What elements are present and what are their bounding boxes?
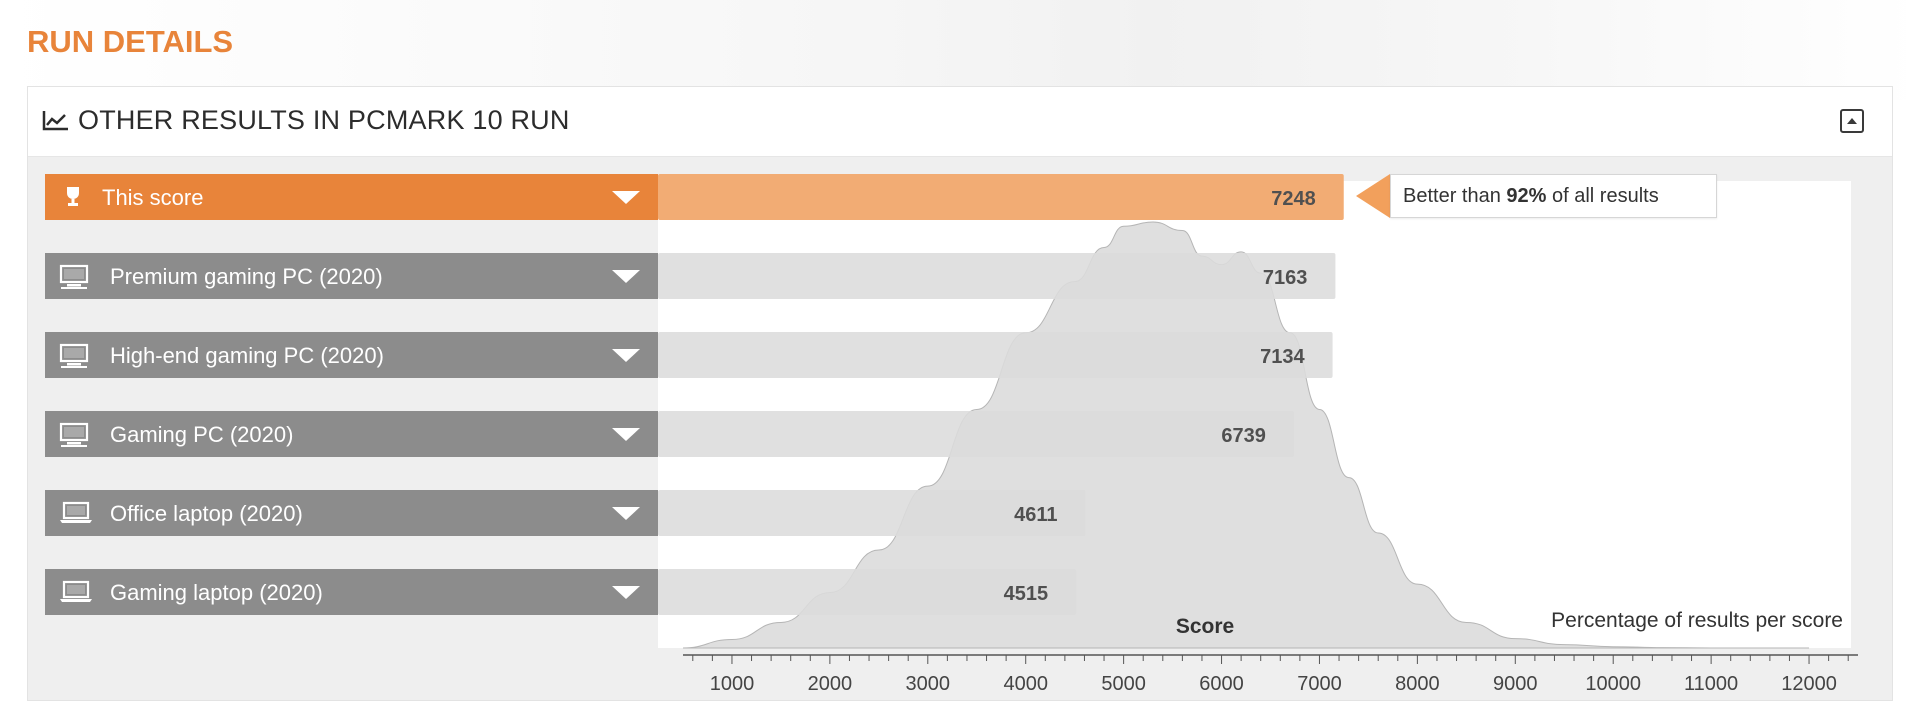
- bar-value-label: 7248: [1271, 188, 1316, 210]
- percentile-callout: Better than 92% of all results: [1390, 174, 1717, 218]
- row-label-premium-gaming-pc-2020[interactable]: Premium gaming PC (2020): [45, 253, 658, 299]
- row-label-high-end-gaming-pc-2020[interactable]: High-end gaming PC (2020): [45, 332, 658, 378]
- score-bar: [658, 174, 1344, 220]
- score-bar: [658, 332, 1333, 378]
- chevron-down-icon[interactable]: [612, 349, 640, 362]
- x-tick-label: 11000: [1684, 673, 1738, 695]
- chevron-down-icon[interactable]: [612, 270, 640, 283]
- bar-value-label: 7163: [1263, 267, 1308, 289]
- callout-suffix: of all results: [1546, 185, 1659, 207]
- bar-value-label: 4515: [1004, 583, 1049, 605]
- desktop-icon: [59, 422, 89, 454]
- x-tick-label: 7000: [1297, 673, 1342, 695]
- row-label-this-score[interactable]: This score: [45, 174, 658, 220]
- panel-header: OTHER RESULTS IN PCMARK 10 RUN: [28, 87, 1892, 157]
- row-label-gaming-laptop-2020[interactable]: Gaming laptop (2020): [45, 569, 658, 615]
- distribution-label: Percentage of results per score: [1551, 609, 1843, 632]
- trophy-icon: [63, 185, 83, 215]
- row-label-text: High-end gaming PC (2020): [110, 343, 384, 368]
- row-label-gaming-pc-2020[interactable]: Gaming PC (2020): [45, 411, 658, 457]
- callout-prefix: Better than: [1403, 185, 1507, 207]
- chevron-down-icon[interactable]: [612, 586, 640, 599]
- callout-pointer: [1356, 174, 1390, 218]
- desktop-icon: [59, 343, 89, 375]
- collapse-up-icon: [1847, 118, 1857, 124]
- x-tick-label: 8000: [1395, 673, 1440, 695]
- page-title: RUN DETAILS: [27, 24, 234, 59]
- x-tick-label: 5000: [1101, 673, 1146, 695]
- row-label-text: This score: [102, 185, 204, 210]
- laptop-icon: [59, 580, 93, 610]
- x-tick-label: 9000: [1493, 673, 1538, 695]
- x-tick-label: 12000: [1781, 673, 1837, 695]
- x-tick-label: 6000: [1199, 673, 1244, 695]
- x-tick-label: 10000: [1585, 673, 1641, 695]
- collapse-button[interactable]: [1840, 109, 1864, 133]
- row-label-text: Office laptop (2020): [110, 501, 303, 526]
- desktop-icon: [59, 264, 89, 296]
- score-bar: [658, 569, 1077, 615]
- background-wash: [0, 0, 1920, 100]
- x-tick-label: 2000: [808, 673, 853, 695]
- x-tick-label: 4000: [1003, 673, 1048, 695]
- row-label-office-laptop-2020[interactable]: Office laptop (2020): [45, 490, 658, 536]
- laptop-icon: [59, 501, 93, 531]
- panel-title: OTHER RESULTS IN PCMARK 10 RUN: [78, 105, 570, 135]
- row-label-text: Gaming laptop (2020): [110, 580, 323, 605]
- score-bar: [658, 490, 1086, 536]
- bar-value-label: 4611: [1014, 504, 1057, 526]
- line-chart-icon: [42, 109, 70, 133]
- x-axis-title: Score: [1176, 615, 1234, 638]
- x-tick-label: 3000: [906, 673, 951, 695]
- bar-value-label: 7134: [1260, 346, 1305, 368]
- x-tick-label: 1000: [710, 673, 755, 695]
- score-bar: [658, 253, 1336, 299]
- chevron-down-icon[interactable]: [612, 507, 640, 520]
- callout-percent: 92%: [1506, 185, 1547, 207]
- chevron-down-icon[interactable]: [612, 428, 640, 441]
- row-label-text: Gaming PC (2020): [110, 422, 294, 447]
- score-bar: [658, 411, 1294, 457]
- chevron-down-icon[interactable]: [612, 191, 640, 204]
- bar-value-label: 6739: [1221, 425, 1266, 447]
- row-label-text: Premium gaming PC (2020): [110, 264, 383, 289]
